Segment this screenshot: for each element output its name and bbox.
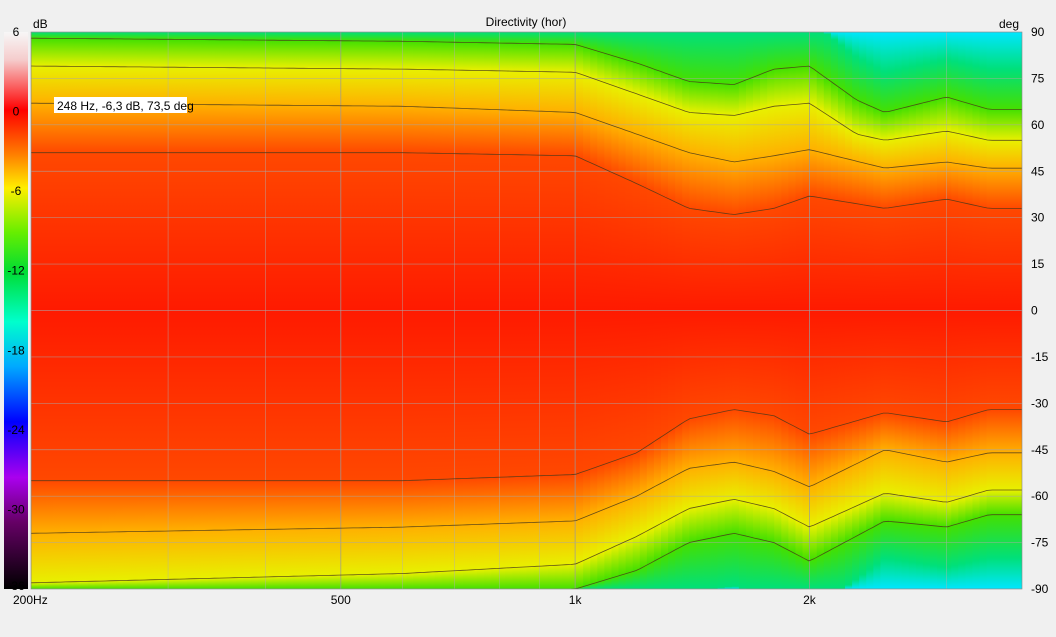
contour-lower-6db [31, 449, 1022, 534]
y-tick-label: -15 [1031, 350, 1049, 364]
x-tick-label: 500 [331, 593, 351, 607]
y-axis-unit: deg [999, 17, 1019, 31]
y-tick-label: 90 [1031, 25, 1045, 39]
y-tick-label: 30 [1031, 211, 1045, 225]
y-tick-label: -60 [1031, 489, 1049, 503]
colorbar-tick-label: -6 [11, 184, 22, 198]
colorbar-tick-label: -30 [7, 502, 25, 516]
colorbar-tick-label: -36 [7, 579, 25, 593]
y-tick-label: 60 [1031, 118, 1045, 132]
contour-lower-9db [31, 489, 1022, 584]
x-tick-label: 2k [803, 593, 817, 607]
colorbar-tick-label: -24 [7, 423, 25, 437]
cursor-readout: 248 Hz, -6,3 dB, 73,5 deg [57, 99, 194, 113]
y-tick-label: -75 [1031, 536, 1049, 550]
y-tick-label: -45 [1031, 443, 1049, 457]
cursor-readout-bg [54, 97, 187, 113]
y-tick-label: 0 [1031, 304, 1038, 318]
y-tick-label: 15 [1031, 257, 1045, 271]
x-tick-label: 200Hz [13, 593, 48, 607]
grid-lines [31, 32, 1022, 589]
contour-lower-12db [569, 514, 1022, 589]
chart-title: Directivity (hor) [486, 15, 567, 29]
y-tick-label: 45 [1031, 164, 1045, 178]
contour-upper-6db [31, 102, 1022, 169]
x-tick-label: 1k [569, 593, 583, 607]
y-tick-label: -90 [1031, 582, 1049, 596]
x-axis-ticks: 200Hz 500 1k 2k [13, 593, 817, 607]
contour-upper-3db [31, 152, 1022, 215]
contour-lower-3db [31, 409, 1022, 482]
colorbar-tick-label: -12 [7, 264, 25, 278]
y-tick-label: -30 [1031, 396, 1049, 410]
contour-upper-9db [31, 65, 1022, 141]
contour-lines [31, 37, 1022, 589]
y-tick-label: 75 [1031, 71, 1045, 85]
contour-upper-12db [31, 37, 1022, 113]
colorbar-ticks: 6 0 -6 -12 -18 -24 -30 -36 [7, 25, 25, 593]
colorbar-tick-label: 0 [13, 105, 20, 119]
plot-frame [30, 31, 1023, 590]
colorbar-unit: dB [33, 17, 48, 31]
colorbar [4, 32, 28, 589]
colorbar-tick-label: 6 [13, 25, 20, 39]
y-axis-ticks: 90 75 60 45 30 15 0 -15 -30 -45 -60 -75 -90 [1031, 25, 1049, 596]
colorbar-tick-label: -18 [7, 343, 25, 357]
